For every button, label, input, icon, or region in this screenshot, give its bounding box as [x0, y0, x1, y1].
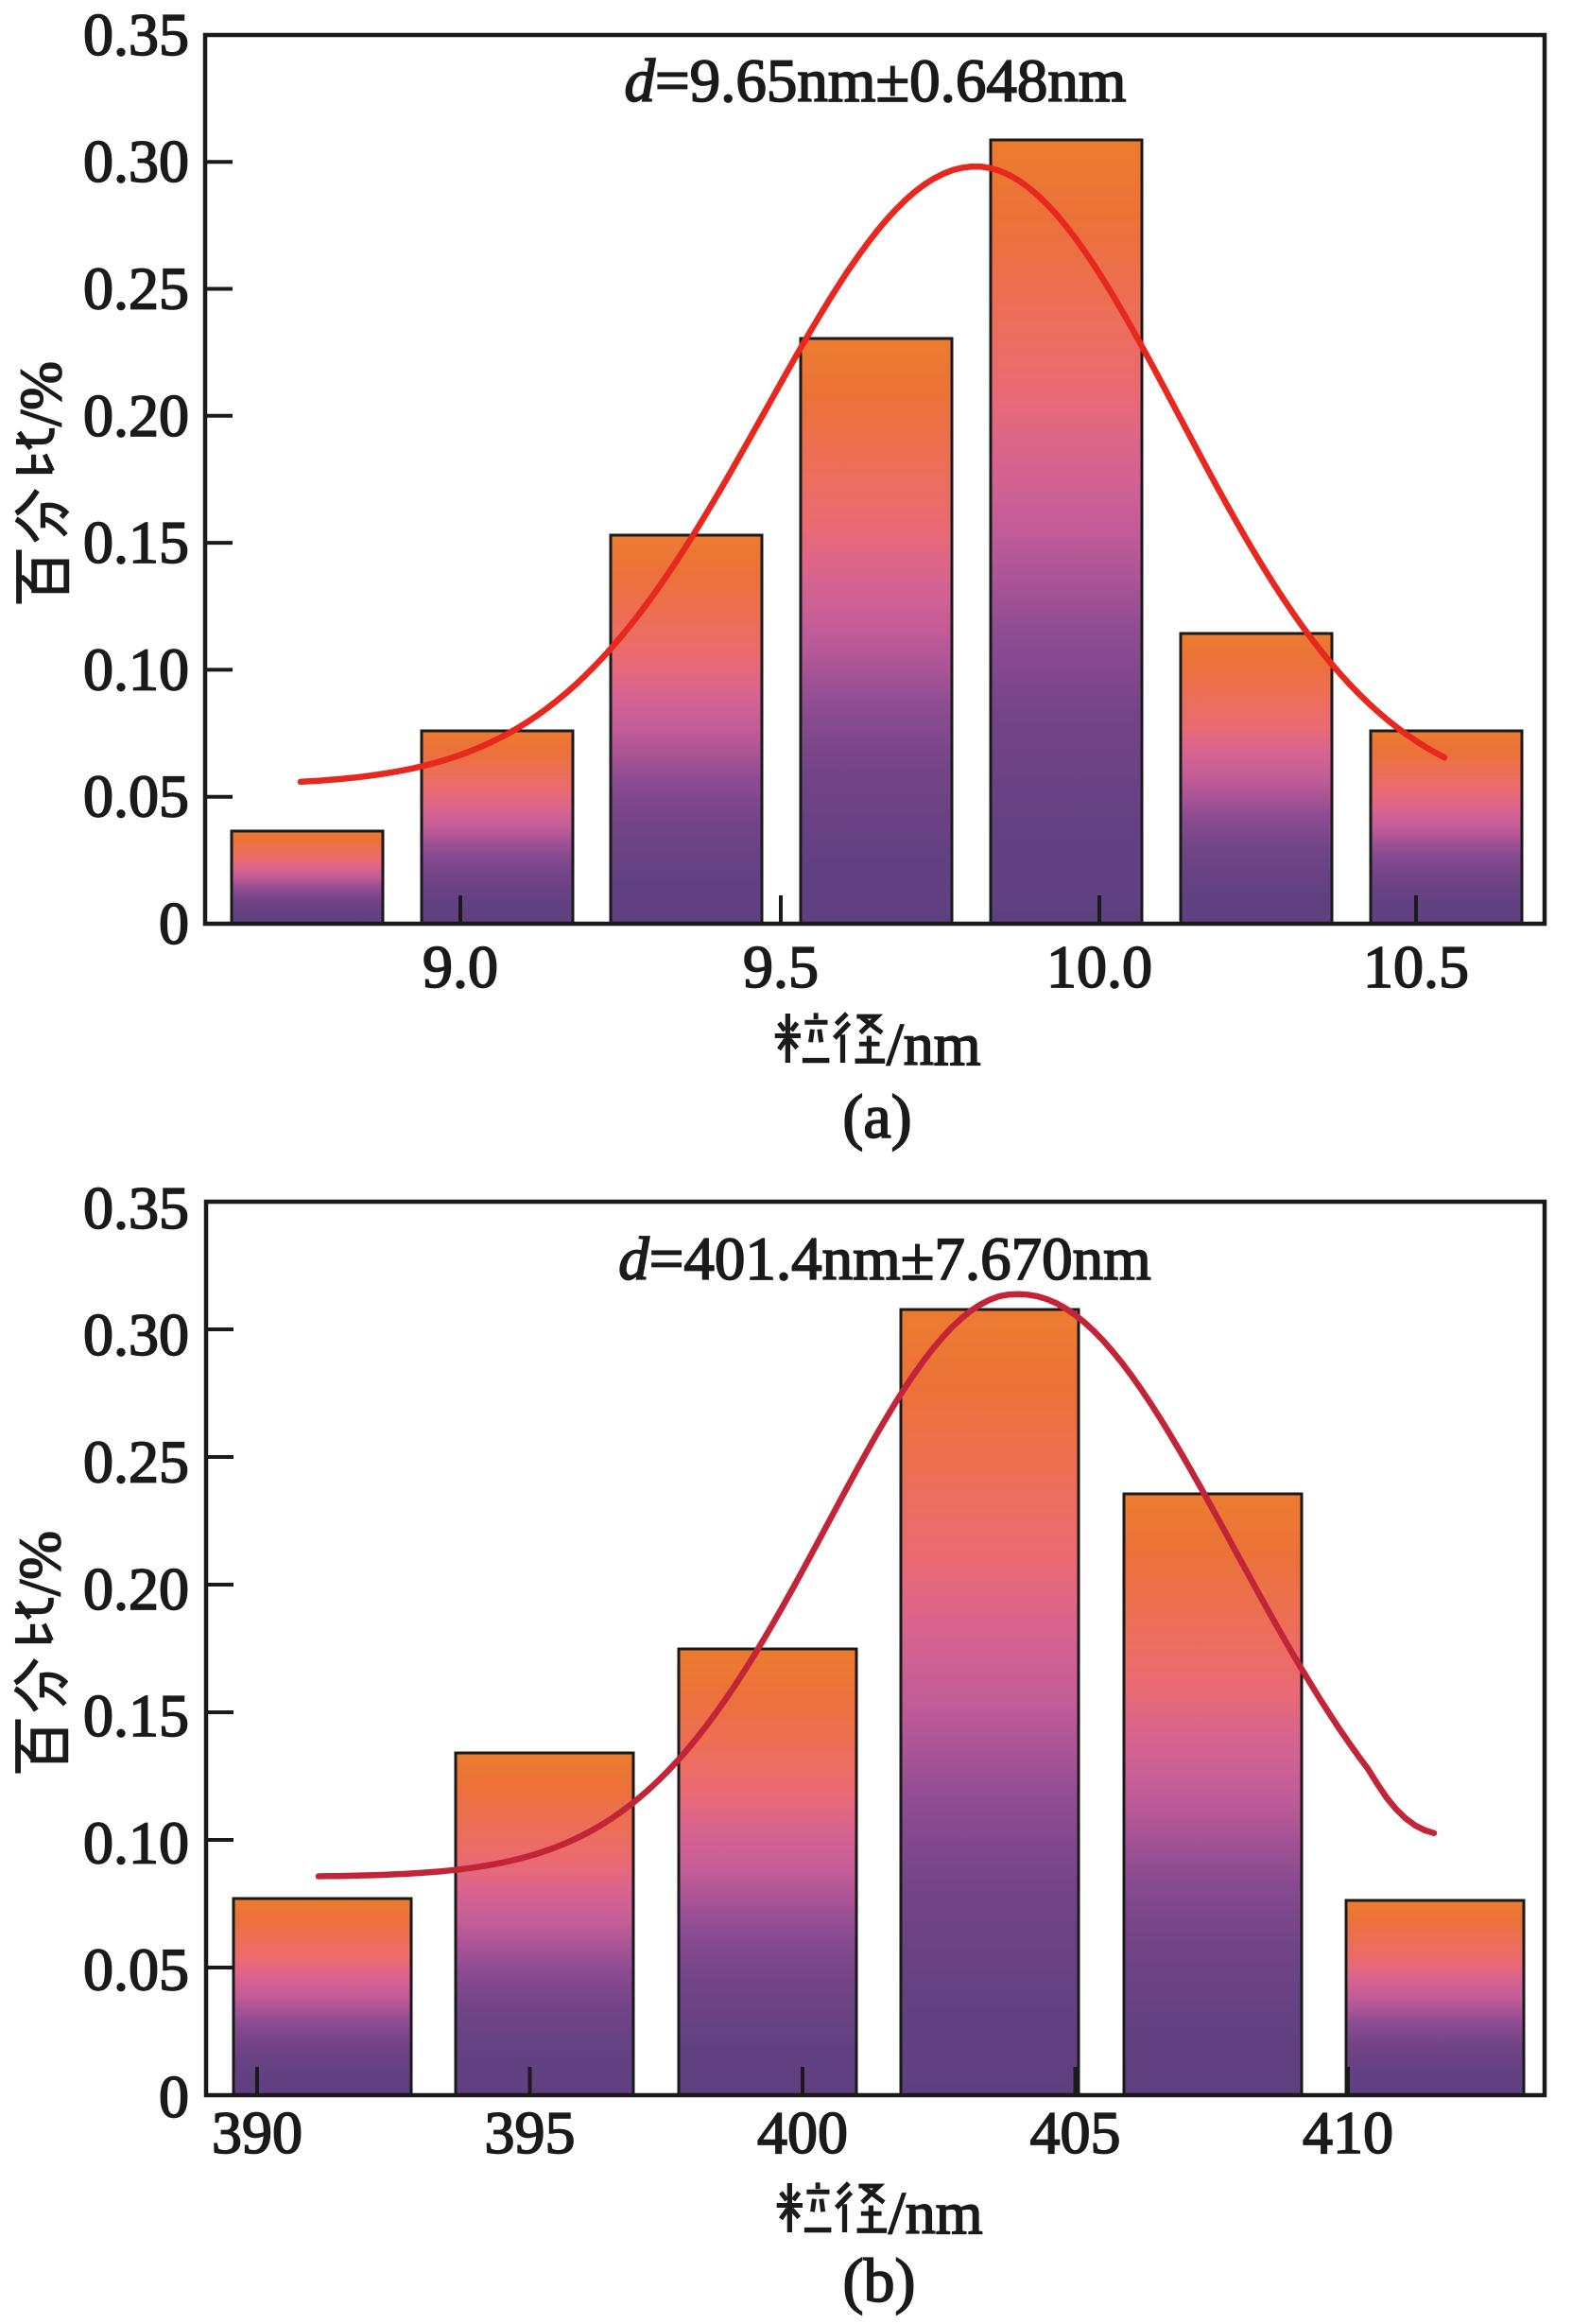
svg-text:d=9.65nm±0.648nm: d=9.65nm±0.648nm	[625, 47, 1127, 115]
svg-text:0: 0	[159, 890, 189, 957]
svg-text:410: 410	[1303, 2099, 1393, 2166]
svg-text:395: 395	[485, 2099, 576, 2166]
svg-text:9.5: 9.5	[743, 933, 819, 1000]
svg-text:0.15: 0.15	[83, 509, 189, 576]
svg-text:390: 390	[212, 2099, 302, 2166]
svg-text:/nm: /nm	[889, 2179, 983, 2246]
svg-text:0.05: 0.05	[83, 1936, 189, 2003]
svg-text:0.25: 0.25	[83, 255, 189, 322]
svg-text:(a): (a)	[842, 1083, 911, 1152]
svg-text:0.30: 0.30	[83, 128, 189, 195]
svg-text:(b): (b)	[843, 2246, 916, 2315]
svg-text:9.0: 9.0	[423, 933, 498, 1000]
svg-text:0.10: 0.10	[83, 1809, 189, 1876]
svg-text:0: 0	[159, 2063, 189, 2130]
svg-text:0.30: 0.30	[83, 1301, 189, 1368]
svg-text:/%: /%	[9, 1531, 73, 1596]
svg-text:10.5: 10.5	[1363, 933, 1469, 1000]
svg-text:/%: /%	[9, 361, 74, 426]
svg-text:0.10: 0.10	[83, 635, 189, 702]
svg-text:0.35: 0.35	[83, 1174, 189, 1241]
svg-text:0.05: 0.05	[83, 763, 189, 830]
svg-text:0.35: 0.35	[83, 1, 189, 68]
svg-text:0.25: 0.25	[83, 1429, 189, 1496]
svg-text:d=401.4nm±7.670nm: d=401.4nm±7.670nm	[618, 1225, 1150, 1293]
svg-text:10.0: 10.0	[1046, 933, 1152, 1000]
svg-text:0.20: 0.20	[83, 382, 189, 449]
svg-text:/nm: /nm	[887, 1011, 981, 1078]
svg-text:0.20: 0.20	[83, 1555, 189, 1622]
svg-text:0.15: 0.15	[83, 1682, 189, 1749]
svg-text:405: 405	[1030, 2099, 1121, 2166]
svg-text:400: 400	[757, 2099, 848, 2166]
